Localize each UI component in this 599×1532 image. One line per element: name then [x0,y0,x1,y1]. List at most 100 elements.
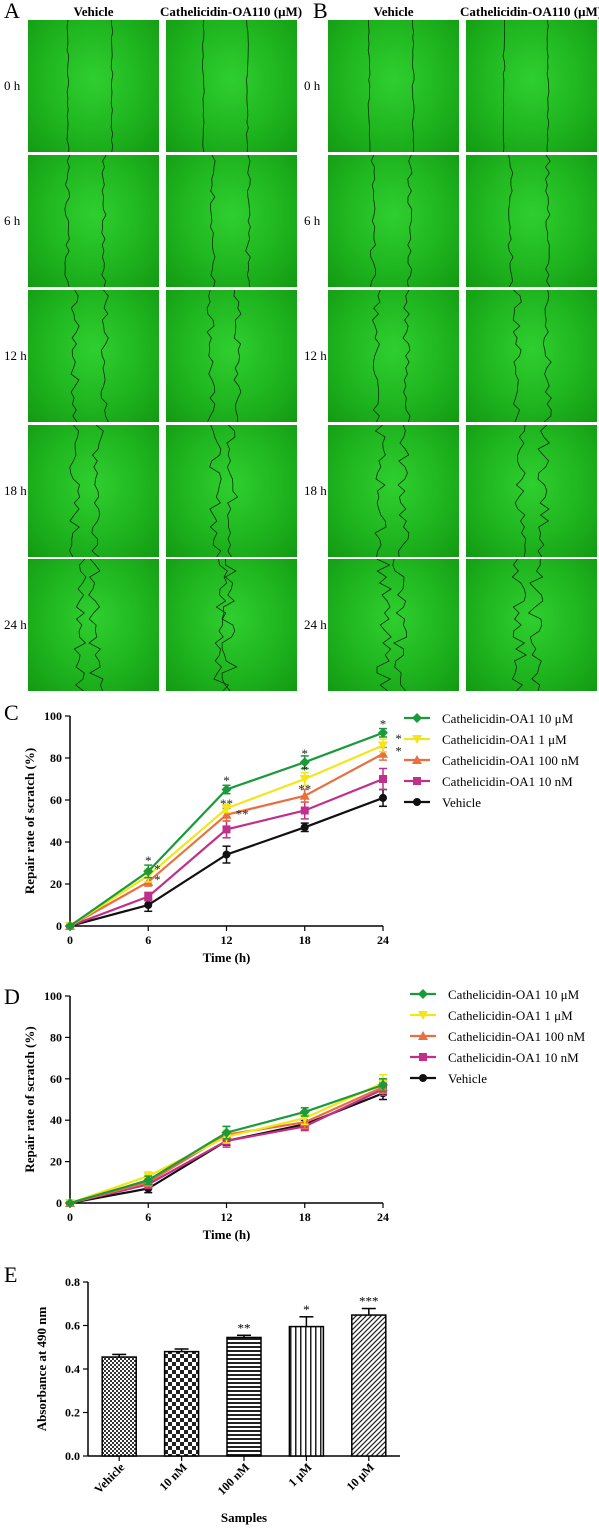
x-tick-label: 12 [221,933,233,947]
data-point [222,825,231,834]
significance-marker: * [302,746,309,761]
significance-marker: * [395,731,402,746]
y-tick-label: 60 [50,793,62,807]
bar [101,1356,137,1457]
data-point [378,727,388,738]
legend-label: Cathelicidin-OA1 10 nM [442,774,573,789]
significance-marker: * [380,716,387,731]
panel-a-col-header-vehicle: Vehicle [73,4,114,19]
x-tick-label: Vehicle [91,1460,127,1496]
micrograph-a-r2-c1 [166,290,297,422]
panel-a-row-label: 24 h [4,617,27,632]
y-tick-label: 0.0 [65,1449,80,1463]
micrograph-b-r3-c0 [328,425,459,557]
panel-a-row-label: 6 h [4,213,21,228]
legend-marker [412,735,422,744]
micrograph-b-r0-c1 [466,20,597,152]
significance-marker: * [302,763,309,778]
micrograph-a-r1-c0 [28,155,159,287]
x-tick-label: 24 [377,933,389,947]
panel-b-row-label: 6 h [304,213,321,228]
significance-marker: * [154,872,161,887]
micrograph-a-r4-c1 [166,559,297,691]
x-tick-label: 18 [299,933,311,947]
panel-b-row-label: 18 h [304,483,327,498]
x-tick-label: 6 [145,933,151,947]
y-tick-label: 20 [50,1155,62,1169]
data-point [300,823,309,832]
y-tick-label: 60 [50,1072,62,1086]
bar [163,1350,200,1457]
x-tick-label: 10 μM [344,1460,377,1493]
significance-marker: * [154,861,161,876]
micrograph-a-r2-c0 [28,290,159,422]
significance-marker: ** [298,782,311,797]
y-tick-label: 80 [50,1030,62,1044]
significance-marker: * [395,744,402,759]
data-point [299,757,310,768]
legend-marker [419,1053,427,1061]
x-tick-label: 100 nM [215,1460,252,1497]
micrograph-a-r1-c1 [166,155,297,287]
x-axis-label: Time (h) [203,1227,251,1242]
significance-marker: ** [220,796,233,811]
y-tick-label: 0.6 [65,1319,80,1333]
panel-b-row-label: 12 h [304,348,327,363]
y-tick-label: 0 [56,919,62,933]
legend-marker [412,713,422,723]
y-tick-label: 100 [44,709,62,723]
legend-marker [418,989,428,999]
micrograph-b-r2-c0 [328,290,459,422]
micrograph-b-r0-c0 [328,20,459,152]
data-point [144,892,153,901]
significance-marker: ** [236,807,249,822]
panel-letter-a: A [4,0,20,23]
micrograph-a-r0-c0 [28,20,159,152]
data-point [222,850,231,859]
panel-a-row-label: 12 h [4,348,27,363]
data-point [378,1080,388,1091]
bar [288,1325,325,1457]
y-tick-label: 40 [50,1113,62,1127]
panel-b-row-label: 24 h [304,617,327,632]
data-point [143,1175,154,1186]
y-tick-label: 80 [50,751,62,765]
legend-marker [418,1031,428,1040]
y-axis-label: Repair rate of scratch (%) [22,1026,37,1172]
data-point [378,748,388,758]
data-point [299,1106,310,1117]
y-axis-label: Repair rate of scratch (%) [22,748,37,894]
data-point [65,921,75,931]
micrograph-a-r0-c1 [166,20,297,152]
micrograph-b-r1-c1 [466,155,597,287]
significance-marker: * [223,773,230,788]
data-point [221,1127,232,1138]
y-axis-label: Absorbance at 490 nm [34,1307,49,1432]
x-axis-label: Time (h) [203,950,251,965]
legend-label: Cathelicidin-OA1 10 nM [448,1050,579,1065]
x-tick-label: 0 [67,1210,73,1224]
bar [226,1336,262,1457]
micrograph-b-r4-c0 [328,559,459,691]
significance-marker: ** [238,1320,251,1335]
panel-letter-e: E [4,1262,18,1287]
legend-label: Cathelicidin-OA1 10 μM [442,711,574,726]
x-tick-label: 1 μM [285,1460,314,1489]
data-point [379,793,387,802]
legend-marker [419,1074,427,1082]
y-tick-label: 0.4 [65,1362,80,1376]
legend-label: Vehicle [448,1071,487,1086]
y-tick-label: 0.8 [65,1275,80,1289]
panel-b-col-header-treatment: Cathelicidin-OA110 (μM) [460,4,599,19]
line-chart-d: 0 20 40 60 80 100 0 6 12 18 24 Time (h) Repair rate … [22,987,586,1242]
legend-marker [418,1011,428,1020]
micrograph-a-r3-c0 [28,425,159,557]
data-point [299,790,310,800]
micrograph-a-r3-c1 [166,425,297,557]
data-point [144,901,153,909]
panel-b-col-header-vehicle: Vehicle [373,4,414,19]
panel-a-col-header-treatment: Cathelicidin-OA110 (μM) [160,4,303,19]
panel-a-row-label: 18 h [4,483,27,498]
data-point [65,1198,75,1208]
x-axis-label: Samples [221,1510,267,1525]
